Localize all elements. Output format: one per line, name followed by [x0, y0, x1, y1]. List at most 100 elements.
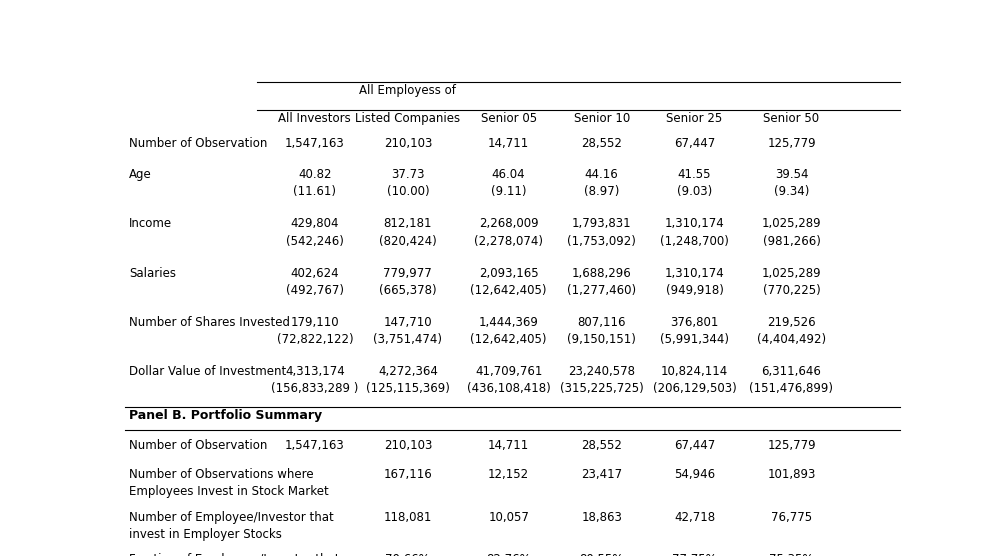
Text: 12,152: 12,152 — [488, 468, 529, 481]
Text: 6,311,646: 6,311,646 — [762, 365, 821, 378]
Text: 2,093,165: 2,093,165 — [479, 267, 538, 280]
Text: (125,115,369): (125,115,369) — [366, 382, 450, 395]
Text: (1,248,700): (1,248,700) — [660, 235, 729, 247]
Text: 429,804: 429,804 — [291, 217, 339, 230]
Text: Number of Observations where
Employees Invest in Stock Market: Number of Observations where Employees I… — [129, 468, 329, 498]
Text: 76,775: 76,775 — [771, 510, 812, 524]
Text: 37.73: 37.73 — [391, 168, 425, 181]
Text: 402,624: 402,624 — [291, 267, 339, 280]
Text: (3,751,474): (3,751,474) — [373, 333, 442, 346]
Text: 167,116: 167,116 — [384, 468, 432, 481]
Text: (5,991,344): (5,991,344) — [660, 333, 729, 346]
Text: Dollar Value of Investment: Dollar Value of Investment — [129, 365, 286, 378]
Text: (12,642,405): (12,642,405) — [470, 284, 547, 297]
Text: Fraction of Employees/Investor that
Invest in Employer Stocks: Fraction of Employees/Investor that Inve… — [129, 553, 339, 556]
Text: (206,129,503): (206,129,503) — [653, 382, 736, 395]
Text: 779,977: 779,977 — [384, 267, 432, 280]
Text: (770,225): (770,225) — [763, 284, 820, 297]
Text: 28,552: 28,552 — [581, 137, 622, 150]
Text: 376,801: 376,801 — [670, 316, 719, 329]
Text: 4,313,174: 4,313,174 — [285, 365, 345, 378]
Text: 67,447: 67,447 — [674, 137, 715, 150]
Text: 70.66%: 70.66% — [386, 553, 430, 556]
Text: 1,688,296: 1,688,296 — [572, 267, 632, 280]
Text: Income: Income — [129, 217, 172, 230]
Text: 39.54: 39.54 — [775, 168, 808, 181]
Text: (10.00): (10.00) — [387, 185, 429, 198]
Text: 44.16: 44.16 — [585, 168, 618, 181]
Text: 219,526: 219,526 — [767, 316, 816, 329]
Text: (1,753,092): (1,753,092) — [567, 235, 636, 247]
Text: 40.82: 40.82 — [298, 168, 332, 181]
Text: 77.75%: 77.75% — [672, 553, 717, 556]
Text: 1,025,289: 1,025,289 — [762, 267, 821, 280]
Text: (72,822,122): (72,822,122) — [277, 333, 353, 346]
Text: 14,711: 14,711 — [488, 439, 529, 452]
Text: 42,718: 42,718 — [674, 510, 715, 524]
Text: 1,444,369: 1,444,369 — [479, 316, 539, 329]
Text: 14,711: 14,711 — [488, 137, 529, 150]
Text: (949,918): (949,918) — [666, 284, 724, 297]
Text: All Employess of: All Employess of — [359, 84, 456, 97]
Text: 82.76%: 82.76% — [486, 553, 531, 556]
Text: (156,833,289 ): (156,833,289 ) — [271, 382, 359, 395]
Text: (9.34): (9.34) — [774, 185, 809, 198]
Text: (315,225,725): (315,225,725) — [560, 382, 644, 395]
Text: 46.04: 46.04 — [492, 168, 525, 181]
Text: 1,547,163: 1,547,163 — [285, 439, 345, 452]
Text: 4,272,364: 4,272,364 — [378, 365, 438, 378]
Text: Age: Age — [129, 168, 152, 181]
Text: 75.35%: 75.35% — [769, 553, 814, 556]
Text: Number of Employee/Investor that
invest in Employer Stocks: Number of Employee/Investor that invest … — [129, 510, 334, 541]
Text: (11.61): (11.61) — [293, 185, 336, 198]
Text: (9.11): (9.11) — [491, 185, 526, 198]
Text: 1,547,163: 1,547,163 — [285, 137, 345, 150]
Text: 28,552: 28,552 — [581, 439, 622, 452]
Text: (542,246): (542,246) — [286, 235, 344, 247]
Text: 2,268,009: 2,268,009 — [479, 217, 538, 230]
Text: Panel B. Portfolio Summary: Panel B. Portfolio Summary — [129, 409, 322, 422]
Text: 118,081: 118,081 — [384, 510, 432, 524]
Text: 147,710: 147,710 — [384, 316, 432, 329]
Text: (665,378): (665,378) — [379, 284, 437, 297]
Text: (981,266): (981,266) — [763, 235, 820, 247]
Text: 80.55%: 80.55% — [579, 553, 624, 556]
Text: (12,642,405): (12,642,405) — [470, 333, 547, 346]
Text: 10,057: 10,057 — [488, 510, 529, 524]
Text: Number of Shares Invested: Number of Shares Invested — [129, 316, 290, 329]
Text: 1,310,174: 1,310,174 — [665, 217, 724, 230]
Text: 125,779: 125,779 — [767, 439, 816, 452]
Text: Salaries: Salaries — [129, 267, 176, 280]
Text: Senior 25: Senior 25 — [666, 112, 723, 125]
Text: 23,417: 23,417 — [581, 468, 622, 481]
Text: (2,278,074): (2,278,074) — [474, 235, 543, 247]
Text: 23,240,578: 23,240,578 — [568, 365, 635, 378]
Text: Senior 50: Senior 50 — [763, 112, 820, 125]
Text: (4,404,492): (4,404,492) — [757, 333, 826, 346]
Text: Number of Observation: Number of Observation — [129, 137, 267, 150]
Text: (9,150,151): (9,150,151) — [567, 333, 636, 346]
Text: 210,103: 210,103 — [384, 137, 432, 150]
Text: All Investors: All Investors — [278, 112, 351, 125]
Text: (9.03): (9.03) — [677, 185, 712, 198]
Text: 18,863: 18,863 — [581, 510, 622, 524]
Text: Number of Observation: Number of Observation — [129, 439, 267, 452]
Text: 41.55: 41.55 — [678, 168, 711, 181]
Text: 10,824,114: 10,824,114 — [661, 365, 728, 378]
Text: 179,110: 179,110 — [291, 316, 339, 329]
Text: 812,181: 812,181 — [384, 217, 432, 230]
Text: (436,108,418): (436,108,418) — [467, 382, 550, 395]
Text: Senior 10: Senior 10 — [574, 112, 630, 125]
Text: 101,893: 101,893 — [767, 468, 816, 481]
Text: 210,103: 210,103 — [384, 439, 432, 452]
Text: Listed Companies: Listed Companies — [355, 112, 460, 125]
Text: (492,767): (492,767) — [286, 284, 344, 297]
Text: (151,476,899): (151,476,899) — [750, 382, 834, 395]
Text: 1,310,174: 1,310,174 — [665, 267, 724, 280]
Text: 1,025,289: 1,025,289 — [762, 217, 821, 230]
Text: 125,779: 125,779 — [767, 137, 816, 150]
Text: (820,424): (820,424) — [379, 235, 437, 247]
Text: 67,447: 67,447 — [674, 439, 715, 452]
Text: Senior 05: Senior 05 — [481, 112, 537, 125]
Text: 807,116: 807,116 — [577, 316, 626, 329]
